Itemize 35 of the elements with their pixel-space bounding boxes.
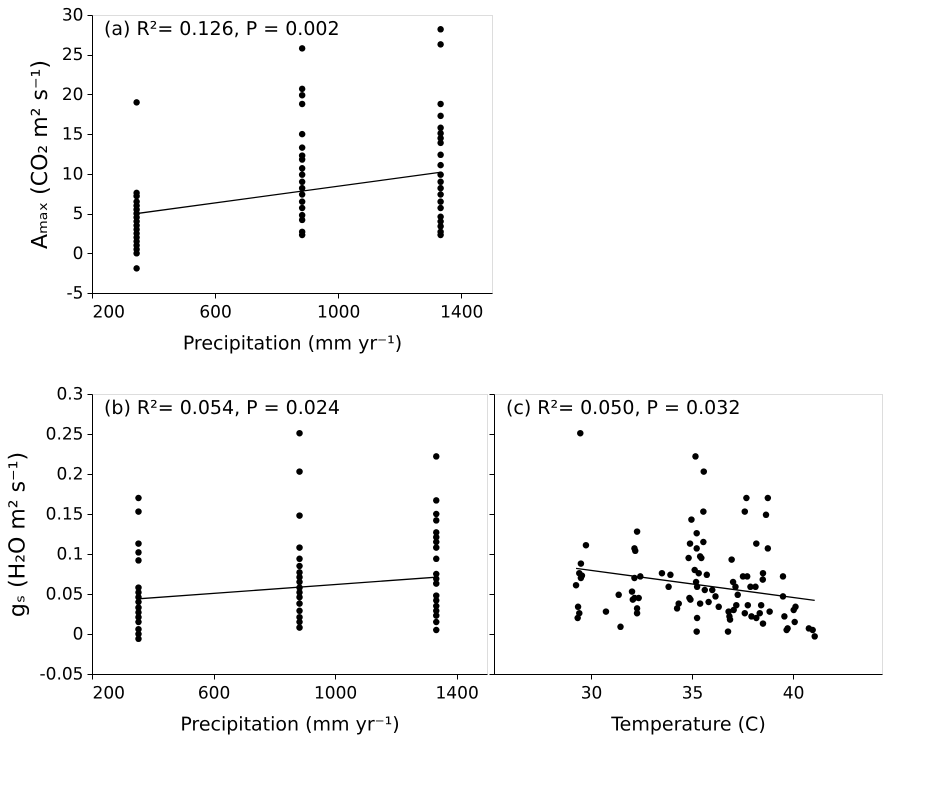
x-tick-label: 30 — [580, 684, 602, 704]
x-tick-label: 600 — [199, 302, 232, 322]
x-tick-label: 200 — [92, 684, 125, 704]
y-tick-label: -0.05 — [40, 664, 84, 684]
x-tick-label: 40 — [782, 684, 804, 704]
y-tick-label: 20 — [62, 84, 84, 105]
y-tick-label: 10 — [62, 164, 84, 184]
x-tick-label: 200 — [92, 302, 125, 322]
y-tick-label: 0 — [72, 244, 84, 264]
x-axis-title: Temperature (C) — [610, 714, 766, 736]
x-tick-label: 1000 — [317, 302, 360, 322]
y-tick-label: 0.2 — [56, 464, 84, 484]
y-tick-label: -5 — [66, 284, 84, 304]
x-tick-label: 1400 — [435, 684, 479, 704]
x-axis-title: Precipitation (mm yr⁻¹) — [182, 332, 402, 354]
x-tick-label: 35 — [682, 684, 704, 704]
y-tick-label: 30 — [62, 6, 84, 26]
y-tick-label: 0.1 — [56, 544, 84, 564]
y-axis-title: gₛ (H₂O m² s⁻¹) — [6, 452, 31, 618]
y-tick-label: 0.3 — [56, 384, 84, 404]
x-axis-title: Precipitation (mm yr⁻¹) — [180, 714, 400, 736]
x-tick-label: 1000 — [314, 684, 358, 704]
y-tick-label: 0.05 — [46, 584, 84, 604]
y-tick-label: 25 — [62, 45, 84, 66]
x-tick-label: 1400 — [440, 302, 484, 322]
y-axis-title: Aₘₐₓ (CO₂ m² s⁻¹) — [28, 60, 53, 249]
annotation: (c) R²= 0.050, P = 0.032 — [506, 397, 740, 419]
y-tick-label: 15 — [62, 124, 84, 145]
x-tick-label: 600 — [198, 684, 230, 704]
y-tick-label: 0.25 — [46, 424, 84, 444]
y-tick-label: 0 — [72, 624, 84, 644]
y-tick-label: 0.15 — [46, 504, 84, 524]
annotation: (a) R²= 0.126, P = 0.002 — [104, 18, 340, 40]
y-tick-label: 5 — [72, 204, 84, 224]
annotation: (b) R²= 0.054, P = 0.024 — [104, 397, 340, 419]
